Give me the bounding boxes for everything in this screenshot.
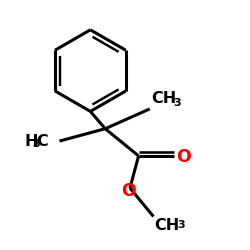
Text: O: O [121,182,136,200]
Text: C: C [37,134,48,148]
Text: 3: 3 [173,98,181,108]
Text: O: O [176,148,191,166]
Text: CH: CH [155,218,180,233]
Text: CH: CH [151,92,176,106]
Text: H: H [25,134,38,148]
Text: 3: 3 [177,220,184,230]
Text: 3: 3 [33,139,40,149]
